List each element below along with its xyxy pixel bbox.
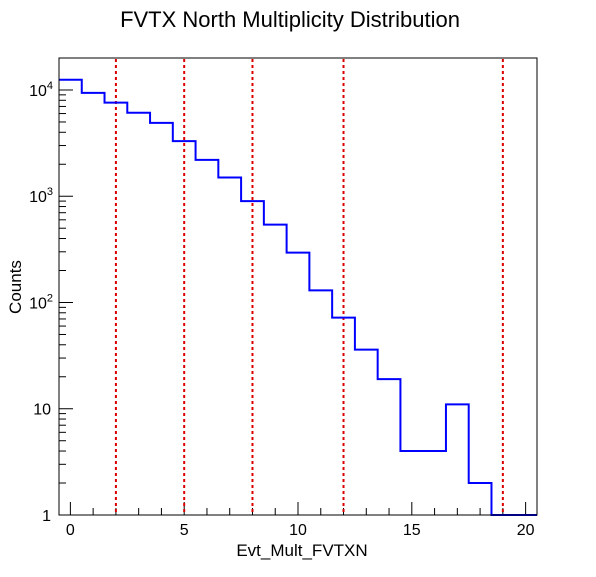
y-axis-label: Counts: [6, 260, 25, 314]
histogram-bin: [241, 201, 264, 515]
y-tick-label: 104: [29, 80, 53, 100]
histogram-bin: [59, 80, 82, 515]
x-tick-label: 15: [403, 522, 421, 539]
histogram-bin: [287, 253, 310, 515]
chart-title: FVTX North Multiplicity Distribution: [120, 7, 460, 32]
plot-frame-overlay: [58, 57, 538, 516]
x-tick-label: 10: [289, 522, 307, 539]
y-tick-label: 102: [29, 292, 53, 312]
histogram-series: [59, 78, 537, 516]
histogram-bin: [355, 350, 378, 515]
histogram-bin: [332, 318, 355, 515]
x-axis-label: Evt_Mult_FVTXN: [236, 541, 367, 560]
histogram-bin: [150, 123, 173, 515]
y-tick-label: 1: [42, 508, 51, 525]
histogram-bin: [378, 379, 401, 515]
histogram-bin: [127, 113, 150, 515]
histogram-bin: [218, 178, 241, 515]
histogram-bin: [82, 93, 105, 515]
histogram-bin: [400, 451, 423, 515]
y-tick-label: 103: [29, 186, 53, 206]
plot-area: 0 5 10 15 20 1 10 102 103 104: [29, 57, 538, 539]
histogram-bin: [105, 103, 128, 515]
histogram-bin: [173, 141, 196, 515]
histogram-bin: [196, 160, 219, 515]
histogram-bin: [446, 404, 469, 515]
histogram-bin: [469, 483, 492, 515]
histogram-bin: [309, 290, 332, 515]
x-tick-label: 5: [180, 522, 189, 539]
histogram-bin: [264, 225, 287, 515]
x-tick-label: 20: [517, 522, 535, 539]
y-tick-label: 10: [33, 402, 51, 419]
histogram-bin: [423, 451, 446, 515]
x-tick-label: 0: [66, 522, 75, 539]
